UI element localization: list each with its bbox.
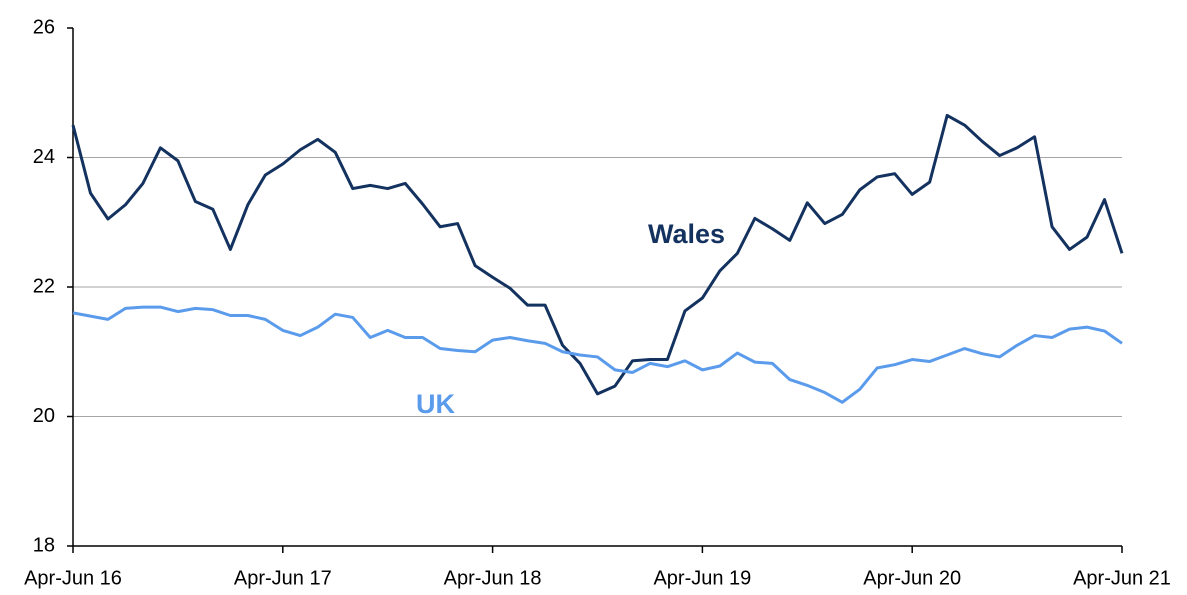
y-tick-label: 26 [33, 16, 55, 38]
y-tick-label: 18 [33, 534, 55, 556]
x-tick-label: Apr-Jun 17 [234, 567, 332, 589]
x-tick-label: Apr-Jun 20 [863, 567, 961, 589]
x-tick-label: Apr-Jun 16 [24, 567, 122, 589]
y-tick-label: 20 [33, 405, 55, 427]
y-tick-label: 22 [33, 275, 55, 297]
x-tick-label: Apr-Jun 21 [1073, 567, 1171, 589]
y-tick-label: 24 [33, 146, 55, 168]
x-tick-label: Apr-Jun 19 [653, 567, 751, 589]
series-label: Wales [648, 219, 725, 249]
series-label: UK [416, 389, 455, 419]
line-series [71, 113, 1124, 396]
x-tick-label: Apr-Jun 18 [444, 567, 542, 589]
line-series [72, 305, 1123, 404]
